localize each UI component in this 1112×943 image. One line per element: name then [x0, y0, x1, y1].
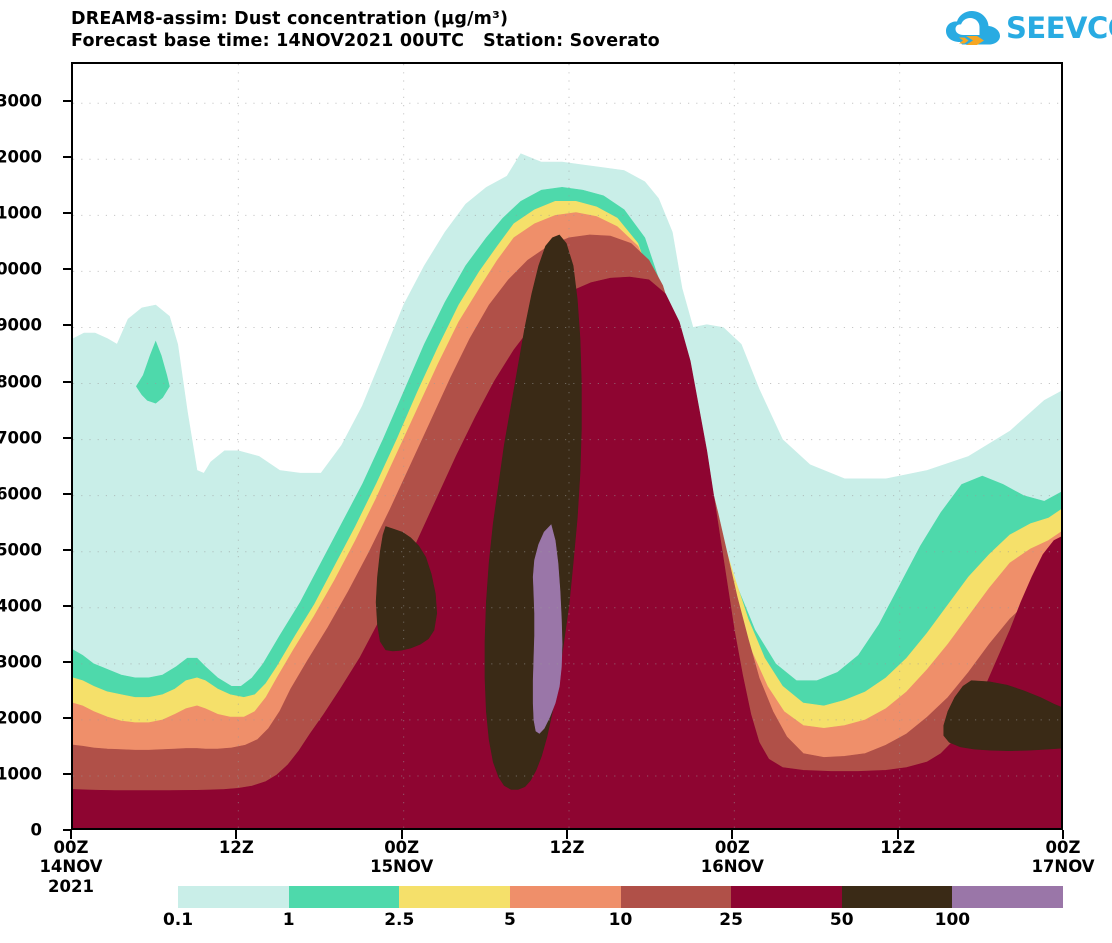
y-axis-tick-mark	[63, 156, 72, 159]
y-axis-tick-mark	[63, 716, 72, 719]
contour-fills	[73, 153, 1061, 828]
y-axis-tick-mark	[63, 436, 72, 439]
colorbar-band-1	[288, 886, 400, 908]
contour-band-1	[136, 340, 170, 404]
y-axis-tick-label: 7000	[0, 428, 42, 448]
y-axis-tick-label: 1000	[0, 764, 42, 784]
colorbar-tick-label: 10	[608, 910, 633, 930]
chart-subtitle: Forecast base time: 14NOV2021 00UTC Stat…	[71, 31, 660, 52]
y-axis-tick-mark	[63, 268, 72, 271]
colorbar-tick-label: 5	[503, 910, 516, 930]
y-axis-tick-mark	[63, 212, 72, 215]
x-axis-tick-mark	[235, 830, 238, 839]
x-axis-tick-mark	[896, 830, 899, 839]
y-axis-tick-mark	[63, 324, 72, 327]
x-axis-tick-label: 00Z 14NOV 2021	[39, 838, 103, 896]
colorbar-tick-label: 0.1	[162, 910, 194, 930]
plot-area	[71, 62, 1063, 830]
colorbar-band-5	[509, 886, 621, 908]
contour-band-50	[943, 680, 1061, 752]
colorbar-band-0.1	[178, 886, 289, 908]
colorbar	[178, 886, 1063, 908]
x-axis-tick-label: 12Z	[549, 838, 585, 857]
y-axis-tick-label: 13000	[0, 91, 42, 111]
page-title: DREAM8-assim: Dust concentration (µg/m³)	[71, 9, 509, 29]
cloud-icon	[946, 11, 1000, 45]
y-axis-tick-label: 2000	[0, 708, 42, 728]
x-axis-tick-label: 12Z	[880, 838, 916, 857]
x-axis-tick-mark	[70, 830, 72, 839]
x-axis-tick-mark	[1062, 830, 1064, 839]
colorbar-tick-label: 1	[282, 910, 295, 930]
y-axis-tick-mark	[63, 380, 72, 383]
x-axis-tick-label: 00Z 15NOV	[370, 838, 434, 877]
y-axis-tick-mark	[63, 660, 72, 663]
colorbar-band-10	[620, 886, 732, 908]
chart-title-block: DREAM8-assim: Dust concentration (µg/m³)…	[71, 8, 660, 53]
y-axis-tick-mark	[63, 829, 72, 831]
colorbar-band-25	[731, 886, 842, 908]
x-axis-tick-mark	[400, 830, 403, 839]
y-axis-tick-label: 9000	[0, 315, 42, 335]
y-axis-tick-mark	[63, 492, 72, 495]
seevccc-logo: SEEVCCC	[944, 6, 1112, 50]
x-axis-tick-mark	[731, 830, 734, 839]
y-axis-tick-label: 4000	[0, 596, 42, 616]
y-axis-tick-label: 3000	[0, 652, 42, 672]
y-axis-tick-mark	[63, 100, 72, 103]
colorbar-tick-label: 50	[829, 910, 854, 930]
contour-band-50	[375, 526, 438, 652]
x-axis-tick-label: 12Z	[218, 838, 254, 857]
colorbar-tick-label: 2.5	[384, 910, 415, 930]
colorbar-band-100	[952, 886, 1063, 908]
x-axis-tick-label: 00Z 16NOV	[700, 838, 764, 877]
colorbar-band-2.5	[399, 886, 510, 908]
colorbar-band-50	[841, 886, 953, 908]
colorbar-tick-label: 100	[934, 910, 971, 930]
logo-text: SEEVCCC	[1006, 10, 1112, 45]
y-axis-tick-label: 11000	[0, 203, 42, 223]
y-axis-tick-label: 8000	[0, 372, 42, 392]
y-axis-tick-mark	[63, 604, 72, 607]
contour-band-100	[532, 524, 563, 734]
y-axis-tick-label: 5000	[0, 540, 42, 560]
y-axis: 1300012000110001000090008000700060005000…	[0, 0, 72, 943]
y-axis-tick-label: 6000	[0, 484, 42, 504]
y-axis-tick-mark	[63, 548, 72, 551]
x-axis-tick-mark	[566, 830, 568, 839]
y-axis-tick-label: 0	[30, 820, 42, 840]
colorbar-tick-label: 25	[719, 910, 743, 930]
y-axis-tick-label: 12000	[0, 147, 42, 167]
y-axis-tick-mark	[63, 772, 72, 775]
x-axis-tick-label: 00Z 17NOV	[1031, 838, 1095, 877]
